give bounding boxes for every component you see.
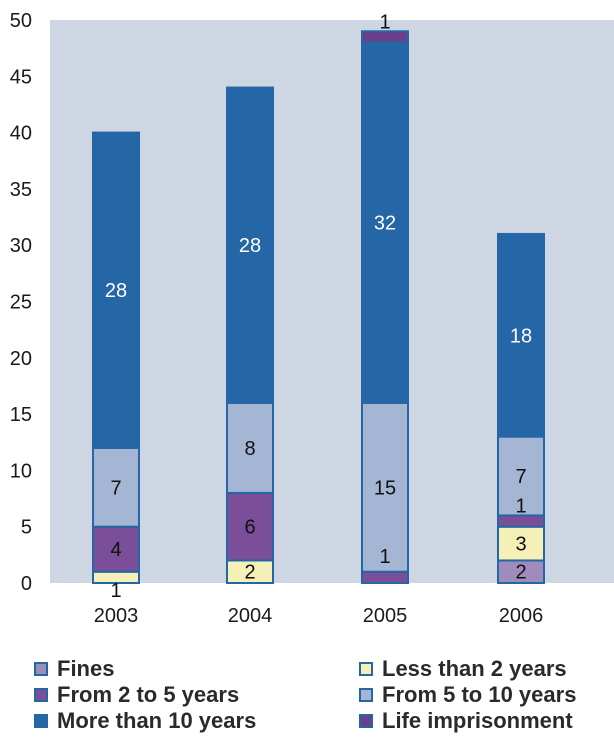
legend-label-2-to-5-years: From 2 to 5 years — [57, 682, 240, 707]
bar-segment-2005-5 — [361, 41, 409, 404]
legend-swatch-2-to-5-years — [34, 688, 48, 702]
legend-label-5-to-10-years: From 5 to 10 years — [382, 682, 577, 707]
legend-label-fines: Fines — [57, 656, 115, 681]
legend-swatch-fines — [34, 662, 48, 676]
x-tick-label-2006: 2006 — [499, 605, 544, 627]
x-tick-label-2005: 2005 — [363, 605, 408, 627]
bar-segment-2005-4 — [361, 401, 409, 573]
y-tick-label-15: 15 — [10, 404, 32, 426]
y-axis: 0 5 10 15 20 25 30 35 40 45 50 — [10, 10, 32, 595]
bar-segment-2005-3 — [361, 570, 409, 584]
segment-label-2003-2: 1 — [110, 580, 121, 602]
segment-label-2006-3: 1 — [515, 495, 526, 517]
y-tick-label-50: 50 — [10, 10, 32, 32]
segment-label-2003-5: 28 — [105, 280, 127, 302]
y-tick-label-20: 20 — [10, 348, 32, 370]
bars — [92, 30, 545, 584]
segment-label-2003-4: 7 — [110, 477, 121, 499]
bar-segment-2006-5 — [497, 232, 545, 438]
legend-swatch-life-imprisonment — [359, 714, 373, 728]
y-tick-label-0: 0 — [21, 573, 32, 595]
x-tick-label-2004: 2004 — [228, 605, 273, 627]
legend-item-more-than-10-years: More than 10 years — [34, 708, 256, 734]
bar-segment-2003-5 — [92, 131, 140, 449]
legend: Fines From 2 to 5 years More than 10 yea… — [0, 652, 614, 740]
legend-label-life-imprisonment: Life imprisonment — [382, 708, 573, 733]
legend-label-more-than-10-years: More than 10 years — [57, 708, 257, 733]
legend-swatch-less-than-2-years — [359, 662, 373, 676]
segment-label-2006-4: 7 — [515, 466, 526, 488]
segment-label-2005-5: 32 — [374, 213, 396, 235]
legend-item-life-imprisonment: Life imprisonment — [359, 708, 573, 734]
y-tick-label-30: 30 — [10, 235, 32, 257]
bar-segment-2006-4 — [497, 435, 545, 517]
legend-item-fines: Fines — [34, 656, 114, 682]
legend-swatch-5-to-10-years — [359, 688, 373, 702]
bar-segment-2004-5 — [226, 86, 274, 404]
segment-label-2003-3: 4 — [110, 539, 121, 561]
y-tick-label-10: 10 — [10, 460, 32, 482]
segment-label-2006-2: 3 — [515, 534, 526, 556]
bar-segment-2006-2 — [497, 525, 545, 562]
legend-item-5-to-10-years: From 5 to 10 years — [359, 682, 576, 708]
segment-label-2006-1: 2 — [515, 562, 526, 584]
segment-labels: 1 4 7 28 2 6 8 28 1 15 32 1 2 3 1 7 18 — [105, 11, 532, 602]
segment-label-2004-2: 2 — [244, 562, 255, 584]
segment-label-2004-5: 28 — [239, 235, 261, 257]
y-tick-label-40: 40 — [10, 123, 32, 145]
legend-label-less-than-2-years: Less than 2 years — [382, 656, 567, 681]
segment-label-2004-4: 8 — [244, 438, 255, 460]
y-tick-label-25: 25 — [10, 292, 32, 314]
legend-swatch-more-than-10-years — [34, 714, 48, 728]
segment-label-2006-5: 18 — [510, 325, 532, 347]
segment-label-2005-3: 1 — [379, 546, 390, 568]
bar-segment-2005-6 — [361, 30, 409, 44]
x-tick-label-2003: 2003 — [94, 605, 139, 627]
y-tick-label-5: 5 — [21, 517, 32, 539]
x-axis: 2003 2004 2005 2006 — [94, 605, 544, 627]
segment-label-2004-3: 6 — [244, 517, 255, 539]
segment-label-2005-6: 1 — [379, 11, 390, 33]
legend-item-2-to-5-years: From 2 to 5 years — [34, 682, 239, 708]
y-tick-label-45: 45 — [10, 66, 32, 88]
y-tick-label-35: 35 — [10, 179, 32, 201]
legend-item-less-than-2-years: Less than 2 years — [359, 656, 567, 682]
segment-label-2005-4: 15 — [374, 477, 396, 499]
